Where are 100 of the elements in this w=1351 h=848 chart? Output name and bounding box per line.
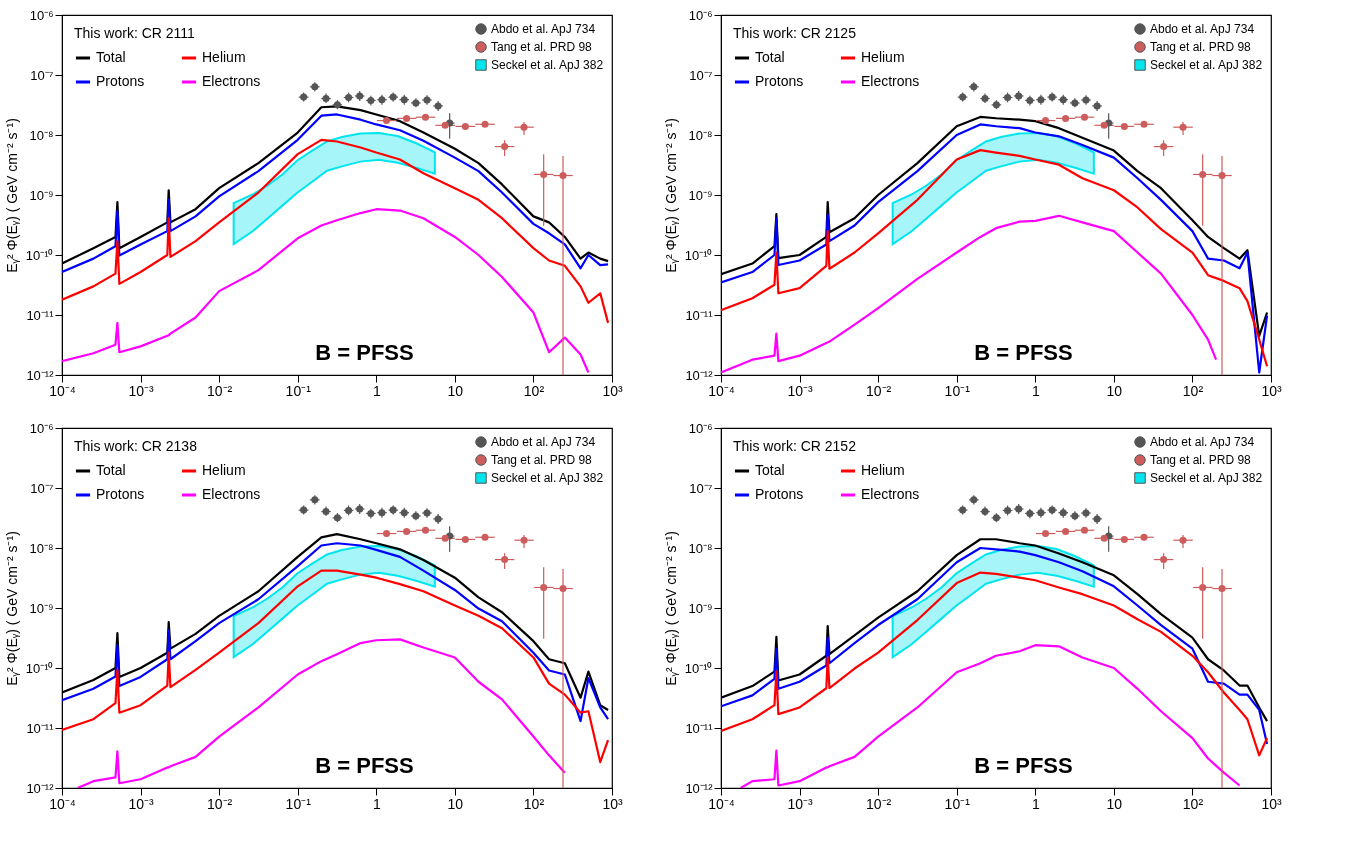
y-axis-title: Eᵧ² Φ(Eᵧ) ( GeV cm⁻² s⁻¹) <box>662 118 679 273</box>
legend-label: Seckel et al. ApJ 382 <box>491 471 604 485</box>
x-tick-label: 10⁻¹ <box>944 382 971 399</box>
x-tick-label: 10⁻¹ <box>285 382 312 399</box>
y-tick-label: 10⁻¹⁰ <box>25 660 54 676</box>
x-tick-label: 10⁻² <box>207 382 233 399</box>
y-tick-label: 10⁻⁶ <box>29 7 54 23</box>
y-tick-label: 10⁻¹⁰ <box>684 247 713 263</box>
x-tick-label: 10 <box>1106 795 1123 812</box>
annotation: B = PFSS <box>315 340 414 365</box>
x-tick-label: 10² <box>523 795 545 812</box>
y-tick-label: 10⁻⁹ <box>29 187 54 203</box>
x-tick-label: 10⁻² <box>866 795 892 812</box>
y-tick-label: 10⁻⁸ <box>29 127 54 143</box>
y-tick-label: 10⁻⁶ <box>688 420 713 436</box>
y-tick-label: 10⁻¹² <box>26 780 55 796</box>
x-tick-label: 10⁻³ <box>128 382 155 399</box>
legend-label: Abdo et al. ApJ 734 <box>491 435 596 449</box>
x-tick-label: 10 <box>447 795 464 812</box>
legend-label: Helium <box>202 462 246 478</box>
y-tick-label: 10⁻⁹ <box>688 187 713 203</box>
legend-label: Electrons <box>202 486 261 502</box>
legend-label: Abdo et al. ApJ 734 <box>1150 435 1255 449</box>
x-tick-label: 10⁻⁴ <box>49 382 76 399</box>
x-tick-label: 10⁻² <box>207 795 233 812</box>
legend-label: Protons <box>96 486 145 502</box>
legend-label: Electrons <box>861 486 920 502</box>
legend-label: Electrons <box>861 73 920 89</box>
y-tick-label: 10⁻⁹ <box>688 600 713 616</box>
legend-label: Total <box>755 462 785 478</box>
x-tick-label: 10⁻⁴ <box>708 382 735 399</box>
annotation: B = PFSS <box>974 340 1073 365</box>
x-tick-label: 10⁻³ <box>787 795 814 812</box>
x-tick-label: 10 <box>1106 382 1123 399</box>
y-axis-title: Eᵧ² Φ(Eᵧ) ( GeV cm⁻² s⁻¹) <box>662 531 679 686</box>
x-tick-label: 10² <box>1182 382 1204 399</box>
x-tick-label: 10³ <box>1261 382 1282 399</box>
x-tick-label: 10⁻¹ <box>285 795 312 812</box>
y-tick-label: 10⁻¹² <box>685 780 714 796</box>
legend-label: Total <box>96 462 126 478</box>
y-axis-title: Eᵧ² Φ(Eᵧ) ( GeV cm⁻² s⁻¹) <box>3 531 20 686</box>
x-tick-label: 1 <box>1031 382 1040 399</box>
legend-label: Protons <box>755 486 804 502</box>
y-tick-label: 10⁻⁶ <box>29 420 54 436</box>
y-tick-label: 10⁻⁷ <box>689 480 713 496</box>
x-tick-label: 1 <box>372 795 381 812</box>
annotation: B = PFSS <box>315 753 414 778</box>
x-tick-label: 10³ <box>602 795 623 812</box>
legend-label: Abdo et al. ApJ 734 <box>1150 22 1255 36</box>
legend-label: Electrons <box>202 73 261 89</box>
x-tick-label: 10⁻² <box>866 382 892 399</box>
y-tick-label: 10⁻⁸ <box>688 540 713 556</box>
y-axis-title: Eᵧ² Φ(Eᵧ) ( GeV cm⁻² s⁻¹) <box>3 118 20 273</box>
legend-label: Tang et al. PRD 98 <box>1150 40 1252 54</box>
y-tick-label: 10⁻⁷ <box>30 480 54 496</box>
y-tick-label: 10⁻¹¹ <box>685 307 714 323</box>
x-tick-label: 10⁻⁴ <box>49 795 76 812</box>
y-tick-label: 10⁻⁷ <box>30 67 54 83</box>
legend-title: This work: CR 2125 <box>733 25 857 41</box>
annotation: B = PFSS <box>974 753 1073 778</box>
y-tick-label: 10⁻¹¹ <box>685 720 714 736</box>
legend-label: Tang et al. PRD 98 <box>491 40 593 54</box>
y-tick-label: 10⁻¹² <box>26 367 55 383</box>
legend-title: This work: CR 2152 <box>733 438 857 454</box>
legend-label: Seckel et al. ApJ 382 <box>1150 471 1263 485</box>
y-tick-label: 10⁻⁹ <box>29 600 54 616</box>
x-tick-label: 10 <box>447 382 464 399</box>
x-tick-label: 10² <box>523 382 545 399</box>
legend-label: Seckel et al. ApJ 382 <box>1150 58 1263 72</box>
y-tick-label: 10⁻¹¹ <box>26 307 55 323</box>
x-tick-label: 10³ <box>1261 795 1282 812</box>
y-tick-label: 10⁻⁷ <box>689 67 713 83</box>
x-tick-label: 1 <box>1031 795 1040 812</box>
x-tick-label: 10⁻⁴ <box>708 795 735 812</box>
y-tick-label: 10⁻⁸ <box>688 127 713 143</box>
x-tick-label: 1 <box>372 382 381 399</box>
legend-label: Protons <box>755 73 804 89</box>
x-tick-label: 10² <box>1182 795 1204 812</box>
legend-label: Seckel et al. ApJ 382 <box>491 58 604 72</box>
y-tick-label: 10⁻⁶ <box>688 7 713 23</box>
legend-label: Protons <box>96 73 145 89</box>
legend-label: Helium <box>861 49 905 65</box>
legend-label: Tang et al. PRD 98 <box>1150 453 1252 467</box>
x-tick-label: 10⁻³ <box>128 795 155 812</box>
y-tick-label: 10⁻¹⁰ <box>25 247 54 263</box>
legend-label: Tang et al. PRD 98 <box>491 453 593 467</box>
legend-label: Total <box>755 49 785 65</box>
legend-label: Helium <box>202 49 246 65</box>
legend-label: Total <box>96 49 126 65</box>
y-tick-label: 10⁻⁸ <box>29 540 54 556</box>
y-tick-label: 10⁻¹¹ <box>26 720 55 736</box>
x-tick-label: 10⁻³ <box>787 382 814 399</box>
x-tick-label: 10⁻¹ <box>944 795 971 812</box>
x-tick-label: 10³ <box>602 382 623 399</box>
y-tick-label: 10⁻¹⁰ <box>684 660 713 676</box>
y-tick-label: 10⁻¹² <box>685 367 714 383</box>
legend-label: Helium <box>861 462 905 478</box>
legend-label: Abdo et al. ApJ 734 <box>491 22 596 36</box>
legend-title: This work: CR 2138 <box>74 438 198 454</box>
legend-title: This work: CR 2111 <box>74 25 196 41</box>
